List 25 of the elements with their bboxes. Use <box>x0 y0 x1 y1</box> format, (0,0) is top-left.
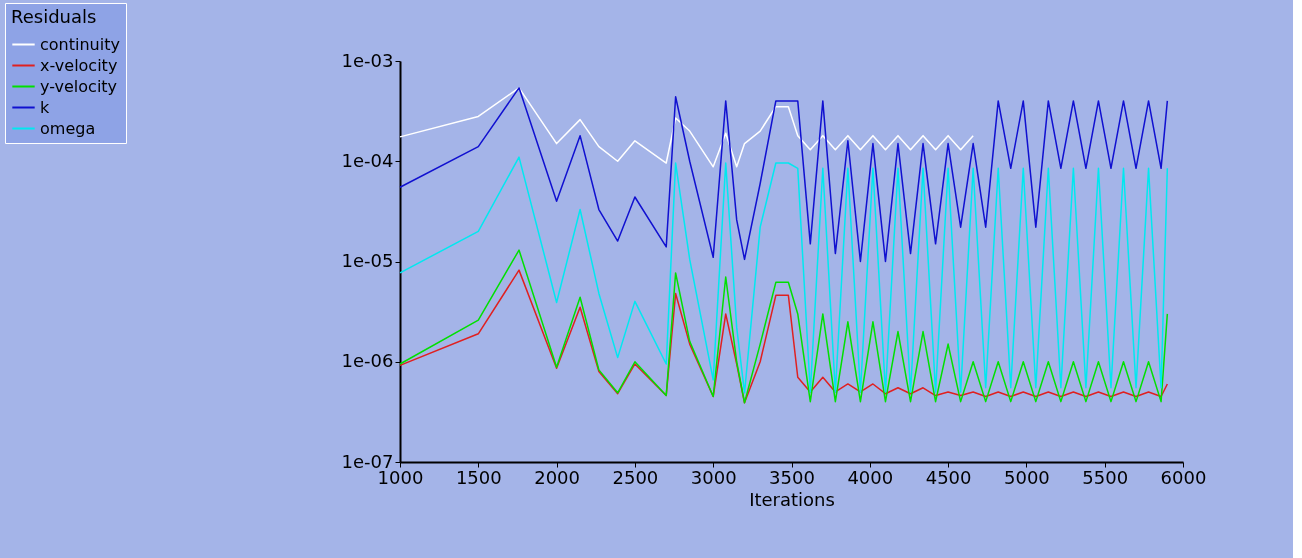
x-tick-label: 4000 <box>847 466 894 488</box>
legend-label: omega <box>40 118 96 138</box>
legend-title: Residuals <box>11 6 97 27</box>
legend-label: x-velocity <box>40 55 118 75</box>
line-series <box>399 87 1169 263</box>
y-tick-label: 1e-03 <box>341 49 394 71</box>
line-series <box>399 87 974 168</box>
legend-label: continuity <box>40 34 120 54</box>
x-tick-label: 2000 <box>534 466 581 488</box>
x-tick-label: 6000 <box>1160 466 1207 488</box>
x-axis-title: Iterations <box>749 488 835 510</box>
x-tick-label: 4500 <box>925 466 972 488</box>
x-tick-label: 3000 <box>690 466 737 488</box>
x-tick-label: 3500 <box>769 466 815 488</box>
y-tick-label: 1e-07 <box>341 450 394 472</box>
x-tick-label: 5000 <box>1003 466 1050 488</box>
legend-label: k <box>40 97 50 117</box>
line-series <box>399 156 1169 394</box>
y-tick-label: 1e-06 <box>341 350 394 372</box>
x-tick-label: 1500 <box>455 466 502 488</box>
x-tick-label: 5500 <box>1082 466 1129 488</box>
x-tick-label: 2500 <box>612 466 659 488</box>
y-tick-label: 1e-04 <box>341 149 394 171</box>
y-tick-label: 1e-05 <box>341 250 394 271</box>
legend-label: y-velocity <box>40 76 118 96</box>
